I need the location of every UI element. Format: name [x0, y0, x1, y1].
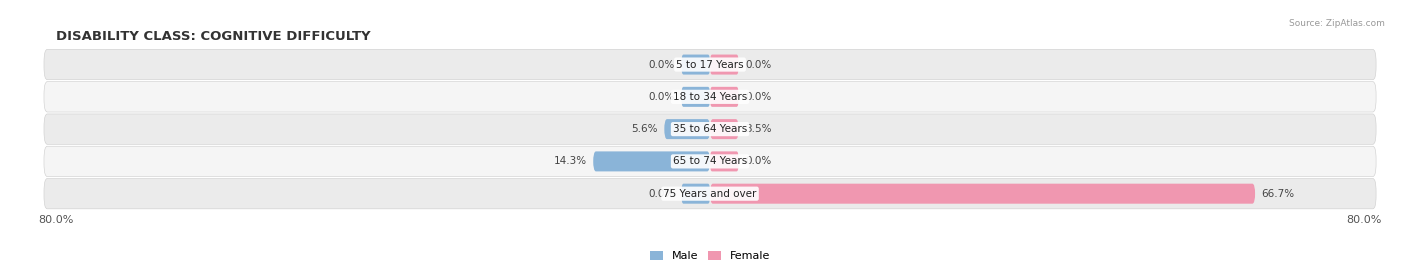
- FancyBboxPatch shape: [664, 119, 710, 139]
- FancyBboxPatch shape: [682, 184, 710, 204]
- Text: 3.5%: 3.5%: [745, 124, 772, 134]
- Text: 0.0%: 0.0%: [745, 59, 772, 70]
- FancyBboxPatch shape: [710, 55, 738, 75]
- FancyBboxPatch shape: [710, 119, 738, 139]
- Text: 65 to 74 Years: 65 to 74 Years: [673, 156, 747, 167]
- Text: 0.0%: 0.0%: [648, 92, 675, 102]
- Text: 0.0%: 0.0%: [745, 92, 772, 102]
- FancyBboxPatch shape: [593, 151, 710, 171]
- FancyBboxPatch shape: [44, 114, 1376, 144]
- Text: 18 to 34 Years: 18 to 34 Years: [673, 92, 747, 102]
- FancyBboxPatch shape: [682, 55, 710, 75]
- FancyBboxPatch shape: [710, 151, 738, 171]
- FancyBboxPatch shape: [44, 82, 1376, 112]
- Text: Source: ZipAtlas.com: Source: ZipAtlas.com: [1289, 19, 1385, 28]
- Text: 5.6%: 5.6%: [631, 124, 658, 134]
- FancyBboxPatch shape: [44, 49, 1376, 80]
- Text: 0.0%: 0.0%: [648, 59, 675, 70]
- Text: 66.7%: 66.7%: [1261, 189, 1295, 199]
- FancyBboxPatch shape: [682, 87, 710, 107]
- Text: 35 to 64 Years: 35 to 64 Years: [673, 124, 747, 134]
- FancyBboxPatch shape: [44, 146, 1376, 176]
- FancyBboxPatch shape: [44, 179, 1376, 209]
- Text: 5 to 17 Years: 5 to 17 Years: [676, 59, 744, 70]
- FancyBboxPatch shape: [710, 184, 1256, 204]
- Text: 75 Years and over: 75 Years and over: [664, 189, 756, 199]
- Text: 14.3%: 14.3%: [554, 156, 586, 167]
- Legend: Male, Female: Male, Female: [645, 246, 775, 266]
- Text: DISABILITY CLASS: COGNITIVE DIFFICULTY: DISABILITY CLASS: COGNITIVE DIFFICULTY: [56, 30, 371, 43]
- FancyBboxPatch shape: [710, 87, 738, 107]
- Text: 0.0%: 0.0%: [648, 189, 675, 199]
- Text: 0.0%: 0.0%: [745, 156, 772, 167]
